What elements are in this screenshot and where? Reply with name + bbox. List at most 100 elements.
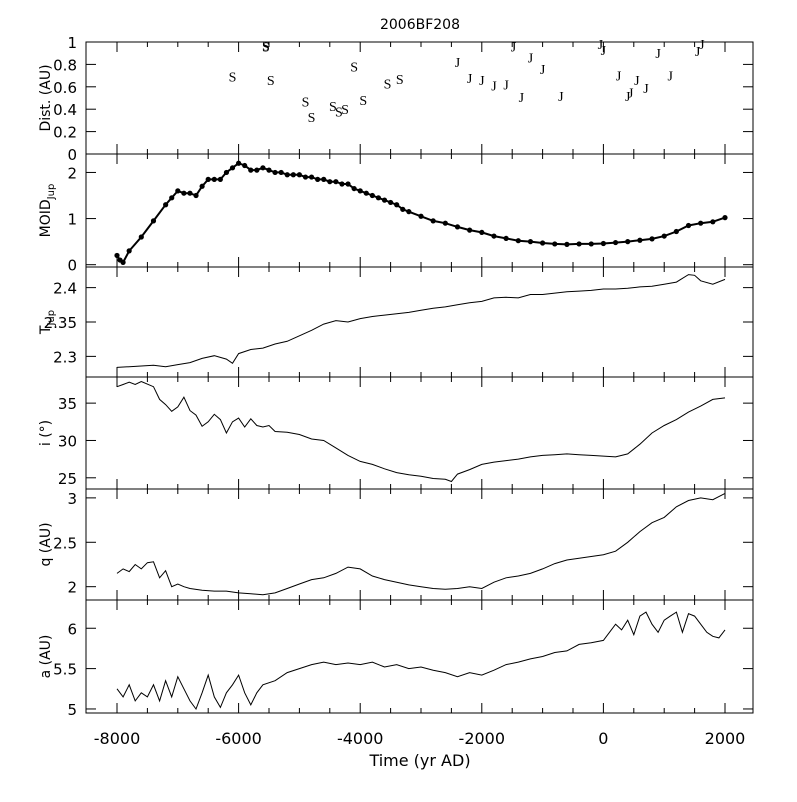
data-point <box>211 176 217 182</box>
panel-frame <box>85 599 754 714</box>
y-axis-label-main: MOID <box>38 199 54 237</box>
data-point <box>600 240 607 247</box>
data-point <box>381 197 388 203</box>
panel-frame <box>85 153 754 268</box>
marker-J: J <box>601 44 607 59</box>
data-point <box>114 252 120 259</box>
data-point <box>345 181 351 187</box>
data-point <box>637 237 643 243</box>
y-tick-label: 0 <box>67 146 77 164</box>
data-point <box>217 176 223 182</box>
data-point <box>120 259 126 265</box>
marker-S: S <box>350 61 358 76</box>
data-point <box>290 172 296 178</box>
data-point <box>375 195 382 201</box>
panel-frame <box>85 488 754 601</box>
data-point <box>272 169 278 176</box>
data-point <box>138 234 144 240</box>
series-line <box>116 611 726 711</box>
data-point <box>302 174 309 180</box>
data-point <box>163 202 169 208</box>
marker-J: J <box>558 90 564 105</box>
y-tick-label: 2 <box>67 579 77 597</box>
y-tick-label: 30 <box>58 432 77 450</box>
x-tick-label: -8000 <box>94 729 141 748</box>
marker-S: S <box>341 103 349 118</box>
data-point <box>649 236 655 242</box>
data-point <box>491 233 497 239</box>
marker-J: J <box>528 52 534 67</box>
data-point <box>187 190 193 196</box>
data-point <box>327 179 333 185</box>
data-point <box>333 179 339 185</box>
y-axis-label: Dist. (AU) <box>38 64 54 131</box>
marker-S: S <box>384 77 392 92</box>
data-point <box>315 176 321 182</box>
y-tick-label: 0.6 <box>53 79 77 97</box>
data-point <box>479 229 485 236</box>
marker-J: J <box>467 72 473 87</box>
y-tick-label: 2.4 <box>53 280 77 298</box>
data-point <box>236 160 242 166</box>
chart-title: 2006BF208 <box>380 17 460 33</box>
data-point <box>193 192 199 199</box>
panel-moid: 0 1 2 MOIDJup <box>38 153 754 275</box>
data-point <box>540 240 546 246</box>
marker-J: J <box>540 63 546 78</box>
data-point <box>260 165 266 171</box>
y-tick-label: 2.35 <box>44 314 77 332</box>
panel-a: 5 5.5 6 a (AU) <box>38 599 754 719</box>
data-point <box>552 241 558 247</box>
data-point <box>722 215 728 221</box>
y-axis-label: q (AU) <box>38 522 54 566</box>
data-point <box>266 167 272 173</box>
data-point <box>126 248 132 254</box>
panel-incl: 25 30 35i (°) <box>38 376 754 490</box>
data-point <box>254 167 260 173</box>
y-tick-label: 0.8 <box>53 56 77 74</box>
x-tick-label: -6000 <box>215 729 262 748</box>
marker-J: J <box>479 74 485 89</box>
data-point <box>223 169 230 176</box>
marker-J: J <box>634 74 640 89</box>
series-line <box>116 492 726 596</box>
data-point <box>284 172 290 178</box>
data-point <box>278 169 284 176</box>
y-tick-label: 35 <box>58 395 77 413</box>
data-point <box>625 239 631 245</box>
data-point <box>685 222 692 229</box>
marker-J: J <box>511 40 517 55</box>
x-tick-label: 2000 <box>705 729 746 748</box>
panel-q: 2 2.5 3 q (AU) <box>38 488 754 601</box>
y-tick-label: 2 <box>67 164 77 182</box>
data-point <box>564 241 570 247</box>
series-line <box>116 380 726 483</box>
data-point <box>205 176 211 182</box>
data-point <box>369 192 375 199</box>
y-tick-label: 0 <box>67 257 77 275</box>
marker-S: S <box>262 40 270 55</box>
data-point <box>503 235 509 242</box>
data-point <box>150 218 157 224</box>
y-tick-label: 1 <box>67 211 77 229</box>
data-point <box>339 181 345 187</box>
y-axis-label-main: T <box>38 325 54 335</box>
data-point <box>454 224 461 230</box>
data-point <box>357 188 363 194</box>
data-point <box>199 183 205 189</box>
data-point <box>576 241 582 247</box>
marker-J: J <box>699 38 705 53</box>
data-point <box>248 167 254 173</box>
x-tick-label: -2000 <box>459 729 506 748</box>
data-point <box>406 209 412 215</box>
data-point <box>588 241 594 247</box>
marker-J: J <box>503 79 509 94</box>
marker-S: S <box>329 100 337 115</box>
y-axis-label: MOIDJup <box>38 184 57 238</box>
marker-J: J <box>695 45 701 60</box>
y-tick-label: 25 <box>58 470 77 488</box>
